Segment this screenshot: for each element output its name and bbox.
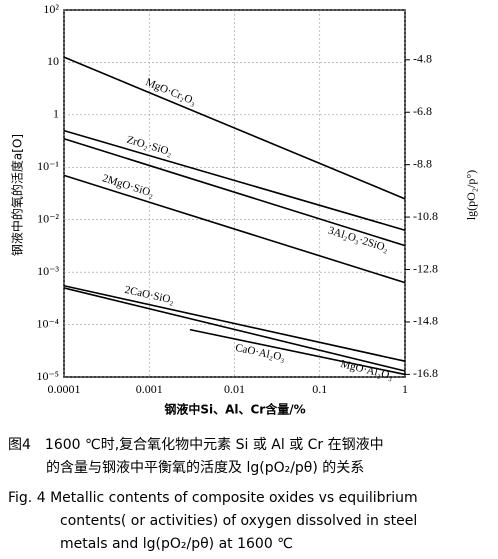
y2-tick-label: -12.8 xyxy=(413,261,438,275)
x-tick-label: 0.001 xyxy=(136,382,163,396)
x-axis-label: 钢液中Si、Al、Cr含量/% xyxy=(164,402,305,417)
caption-en: contents( or activities) of oxygen disso… xyxy=(60,513,417,529)
x-tick-label: 1 xyxy=(402,382,408,396)
plot-frame xyxy=(63,9,406,378)
series-label: MgO·Cr₂O₃ xyxy=(144,76,198,108)
y2-tick-label: -10.8 xyxy=(413,209,438,223)
series-line xyxy=(63,284,406,362)
x-tick-label: 0.1 xyxy=(312,382,327,396)
y2-tick-label: -8.8 xyxy=(413,156,432,170)
caption-en: metals and lg(pO₂/pθ) at 1600 ℃ xyxy=(60,536,293,552)
x-tick-label: 0.01 xyxy=(224,382,245,396)
series-line xyxy=(63,129,406,232)
series-line xyxy=(63,56,406,200)
y2-tick-label: -6.8 xyxy=(413,104,432,118)
series-line xyxy=(189,328,406,376)
y-tick-label: 1 xyxy=(53,107,59,121)
y2-tick-label: -14.8 xyxy=(413,314,438,328)
y-axis-label: 钢液中的氧的活度a[O] xyxy=(10,134,25,256)
y-tick-label: 10⁻² xyxy=(37,211,59,225)
x-tick-label: 0.0001 xyxy=(48,382,81,396)
series-line xyxy=(63,287,406,372)
caption-zh: 的含量与钢液中平衡氧的活度及 lg(pO₂/pθ) 的关系 xyxy=(46,460,364,476)
y-tick-label: 10⁻¹ xyxy=(37,159,59,173)
y-tick-label: 10⁻³ xyxy=(37,264,59,278)
series-label: 3Al₂O₃·2SiO₂ xyxy=(327,224,390,254)
series-line xyxy=(63,174,406,284)
y-tick-label: 10² xyxy=(43,2,59,16)
series-line xyxy=(63,137,406,247)
caption-en: Fig. 4 Metallic contents of composite ox… xyxy=(8,490,418,506)
y-tick-label: 10 xyxy=(47,54,59,68)
y2-tick-label: -4.8 xyxy=(413,52,432,66)
y-tick-label: 10⁻⁵ xyxy=(36,369,59,383)
y-tick-label: 10⁻⁴ xyxy=(36,316,59,330)
caption-zh: 图4 1600 ℃时,复合氧化物中元素 Si 或 Al 或 Cr 在钢液中 xyxy=(8,436,384,453)
y2-tick-label: -16.8 xyxy=(413,366,438,380)
y2-axis-label: lg(pO₂/p°) xyxy=(464,170,478,220)
